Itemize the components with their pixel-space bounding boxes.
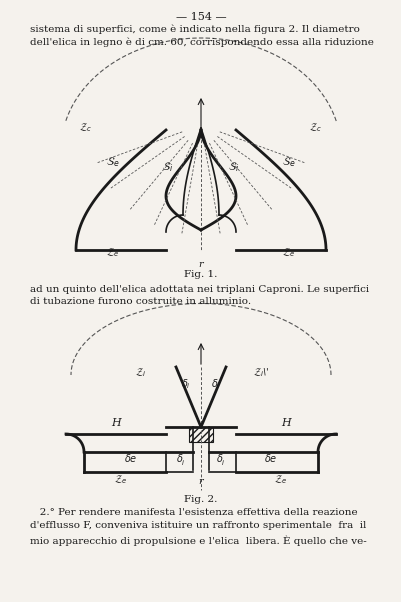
Text: r: r — [198, 260, 203, 269]
Text: sistema di superfici, come è indicato nella figura 2. Il diametro
dell'elica in : sistema di superfici, come è indicato ne… — [30, 24, 373, 47]
Text: H: H — [280, 418, 290, 428]
Text: $\mathcal{S}_i$: $\mathcal{S}_i$ — [162, 160, 173, 174]
Text: $\delta e$: $\delta e$ — [263, 452, 277, 464]
Text: H: H — [111, 418, 121, 428]
Text: $\mathcal{Z}_e$: $\mathcal{Z}_e$ — [282, 246, 295, 259]
Text: $\mathcal{S}_i$: $\mathcal{S}_i$ — [228, 160, 239, 174]
Text: $\mathcal{Z}_e$: $\mathcal{Z}_e$ — [273, 473, 287, 486]
Text: $\mathcal{Z}_c$: $\mathcal{Z}_c$ — [309, 121, 322, 134]
Text: — 154 —: — 154 — — [175, 12, 226, 22]
Text: $\delta_i^{}$: $\delta_i^{}$ — [216, 452, 225, 467]
Text: $\delta_i^{}$: $\delta_i^{}$ — [176, 452, 185, 467]
Text: $\mathcal{Z}_i$: $\mathcal{Z}_i$ — [135, 366, 146, 379]
Text: r: r — [198, 477, 203, 486]
Text: $\mathcal{Z}_e$: $\mathcal{Z}_e$ — [114, 473, 128, 486]
Text: $\delta_i$: $\delta_i$ — [211, 377, 221, 391]
Text: $\delta e$: $\delta e$ — [124, 452, 138, 464]
Text: $\mathcal{S}_e$: $\mathcal{S}_e$ — [282, 155, 295, 169]
Text: $\mathcal{Z}_e$: $\mathcal{Z}_e$ — [106, 246, 119, 259]
Text: $\delta_i$: $\delta_i$ — [180, 377, 190, 391]
Text: 2.° Per rendere manifesta l'esistenza effettiva della reazione
d'efflusso F, con: 2.° Per rendere manifesta l'esistenza ef… — [30, 508, 366, 546]
Text: Fig. 1.: Fig. 1. — [184, 270, 217, 279]
Text: Fig. 2.: Fig. 2. — [184, 495, 217, 504]
Text: $\mathcal{Z}_c$: $\mathcal{Z}_c$ — [79, 121, 92, 134]
Text: $\mathcal{Z}_{i}$\': $\mathcal{Z}_{i}$\' — [252, 366, 269, 379]
Bar — [188, 427, 213, 442]
Text: $\mathcal{S}_e$: $\mathcal{S}_e$ — [106, 155, 119, 169]
Text: ad un quinto dell'elica adottata nei triplani Caproni. Le superfici
di tubazione: ad un quinto dell'elica adottata nei tri… — [30, 285, 368, 306]
